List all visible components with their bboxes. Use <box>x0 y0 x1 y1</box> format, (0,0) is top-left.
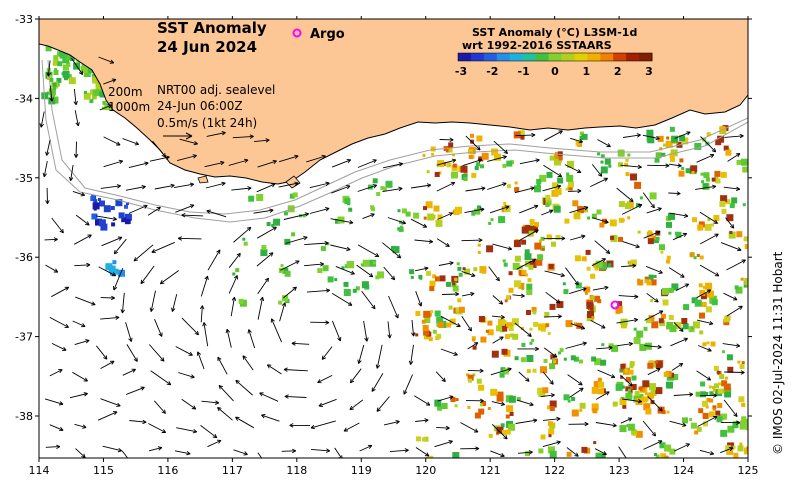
current-vectors <box>39 56 746 458</box>
bathymetry-200m <box>47 59 748 215</box>
map-title-line1: SST Anomaly <box>157 19 267 37</box>
colorbar-segment <box>600 53 614 61</box>
legend-tick-labels: -3 -2 -1 0 1 2 3 <box>455 65 653 78</box>
x-tick-label: 114 <box>29 464 50 477</box>
x-tick-label: 123 <box>609 464 630 477</box>
legend-tick: -1 <box>518 65 530 78</box>
y-tick-label: -36 <box>15 251 33 264</box>
x-tick-label: 116 <box>157 464 178 477</box>
x-tick-label: 119 <box>351 464 372 477</box>
island <box>197 175 209 184</box>
colorbar-segment <box>522 53 537 61</box>
argo-legend-label: Argo <box>310 27 345 42</box>
sealevel-product-label: NRT00 adj. sealevel <box>157 83 275 97</box>
vector-scale-label: 0.5m/s (1kt 24h) <box>157 116 257 130</box>
y-tick-label: -33 <box>15 13 33 26</box>
map-title-date: 24 Jun 2024 <box>157 38 257 56</box>
colorbar-segment <box>470 53 485 61</box>
x-tick-label: 118 <box>286 464 307 477</box>
depth-label-200m: 200m <box>108 85 143 99</box>
x-tick-label: 124 <box>673 464 694 477</box>
colorbar-segment <box>574 53 588 61</box>
y-tick-label: -37 <box>15 331 33 344</box>
argo-legend-icon <box>292 28 302 38</box>
colorbar-segment <box>639 53 653 61</box>
plot-border <box>38 18 749 459</box>
legend-tick: -3 <box>455 65 467 78</box>
y-tick-label: -35 <box>15 172 33 185</box>
x-tick-label: 125 <box>738 464 759 477</box>
x-tick-label: 117 <box>222 464 243 477</box>
legend-tick: 1 <box>583 65 591 78</box>
colorbar-segment <box>535 53 550 61</box>
colorbar-segment <box>548 53 562 61</box>
x-tick-label: 115 <box>93 464 114 477</box>
analysis-time-label: 24-Jun 06:00Z <box>157 99 243 113</box>
legend-title-line1: SST Anomaly (°C) L3SM-1d <box>472 26 637 39</box>
y-tick-label: -38 <box>15 410 33 423</box>
depth-label-1000m: 1000m <box>108 100 150 114</box>
x-tick-label: 122 <box>544 464 565 477</box>
bathymetry-1000m <box>41 59 748 223</box>
x-tick-label: 121 <box>480 464 501 477</box>
scale-arrow <box>163 132 193 140</box>
imos-credit: © IMOS 02-Jul-2024 11:31 Hobart <box>771 251 785 455</box>
x-tick-label: 120 <box>415 464 436 477</box>
colorbar-segment <box>458 53 472 61</box>
legend-tick: 2 <box>614 65 622 78</box>
y-axis: -33-34-35-36-37-38 <box>15 13 752 423</box>
colorbar-segment <box>483 53 498 61</box>
colorbar-segment <box>496 53 511 61</box>
x-axis: 114 115 116 117 118 119 120 121 122 123 124 125 <box>29 16 759 477</box>
colorbar-segment <box>613 53 627 61</box>
y-tick-label: -34 <box>15 92 33 105</box>
legend-tick: -2 <box>486 65 498 78</box>
legend-title-line2: wrt 1992-2016 SSTAARS <box>462 39 612 52</box>
legend-tick: 3 <box>645 65 653 78</box>
argo-float-marker[interactable] <box>610 300 620 310</box>
colorbar-segment <box>626 53 640 61</box>
colorbar-segment <box>561 53 575 61</box>
colorbar-segment <box>509 53 524 61</box>
legend-colorbar <box>457 52 653 62</box>
sst-anomaly-pixels <box>41 25 748 458</box>
colorbar-segment <box>587 53 601 61</box>
legend-tick: 0 <box>551 65 559 78</box>
